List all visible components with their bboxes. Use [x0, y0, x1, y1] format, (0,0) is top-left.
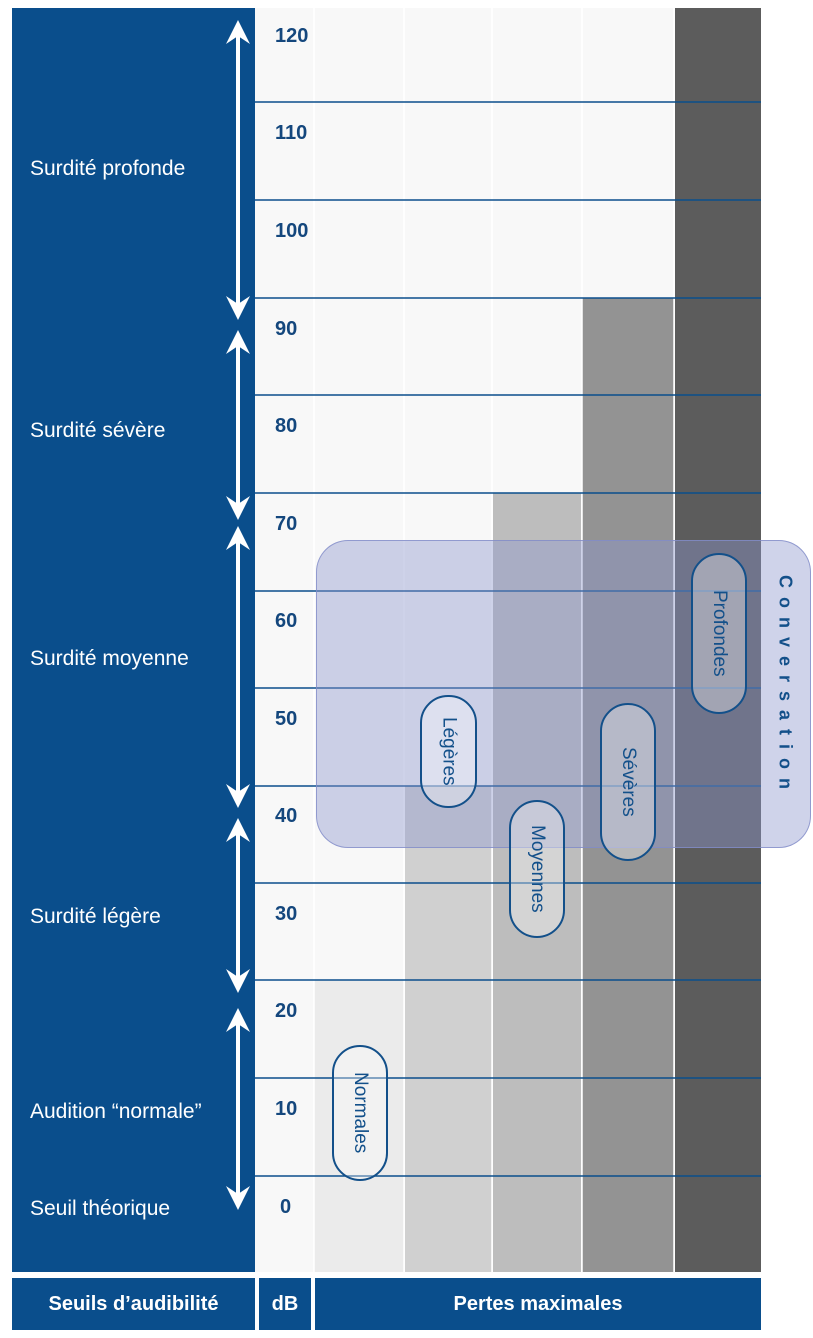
range-arrow-moderate	[226, 526, 250, 808]
pill-severes-label: Sévères	[618, 747, 639, 817]
pill-moyennes: Moyennes	[509, 800, 565, 938]
category-normal: Audition “normale”	[30, 1100, 202, 1123]
footer-thresholds: Seuils d’audibilité	[12, 1278, 255, 1330]
footer-db: dB	[259, 1278, 311, 1330]
conversation-label: Conversation	[775, 575, 796, 799]
db-label-100: 100	[275, 220, 309, 242]
db-label-120: 120	[275, 25, 309, 47]
category-profound: Surdité profonde	[30, 157, 186, 180]
pill-profondes: Profondes	[691, 553, 747, 714]
db-label-90: 90	[275, 318, 298, 340]
db-label-40: 40	[275, 805, 298, 827]
range-arrow-severe	[226, 330, 250, 520]
range-arrow-normal	[226, 1008, 250, 1210]
db-label-10: 10	[275, 1098, 298, 1120]
footer-losses-label: Pertes maximales	[453, 1292, 623, 1315]
range-arrow-mild	[226, 818, 250, 993]
footer-losses: Pertes maximales	[315, 1278, 761, 1330]
db-label-0: 0	[280, 1196, 292, 1218]
db-label-110: 110	[275, 122, 308, 144]
db-label-60: 60	[275, 610, 298, 632]
grid-lines	[255, 8, 761, 1272]
category-theoretical-threshold: Seuil théorique	[30, 1197, 171, 1220]
range-arrow-profound	[226, 20, 250, 320]
loss-fill-legeres	[405, 786, 492, 1272]
grid-vertical-lines	[313, 8, 675, 1272]
footer-db-label: dB	[271, 1292, 299, 1315]
category-severe: Surdité sévère	[30, 419, 166, 442]
pill-normales-label: Normales	[350, 1072, 371, 1154]
pill-profondes-label: Profondes	[709, 590, 730, 677]
pill-moyennes-label: Moyennes	[527, 825, 548, 913]
pill-normales: Normales	[332, 1045, 388, 1181]
pill-severes: Sévères	[600, 703, 656, 861]
db-label-80: 80	[275, 415, 298, 437]
thresholds-panel	[12, 8, 255, 1272]
pill-legeres-label: Légères	[438, 717, 460, 786]
grid-horizontal-lines	[255, 101, 761, 1177]
db-label-30: 30	[275, 903, 298, 925]
range-arrows	[226, 20, 250, 1210]
db-label-70: 70	[275, 513, 298, 535]
footer-thresholds-label: Seuils d’audibilité	[48, 1292, 219, 1315]
db-label-50: 50	[275, 708, 298, 730]
category-mild: Surdité légère	[30, 905, 161, 928]
pill-legeres: Légères	[420, 695, 477, 808]
category-moderate: Surdité moyenne	[30, 647, 189, 670]
loss-fill-severes	[582, 298, 674, 1272]
db-label-20: 20	[275, 1000, 298, 1022]
